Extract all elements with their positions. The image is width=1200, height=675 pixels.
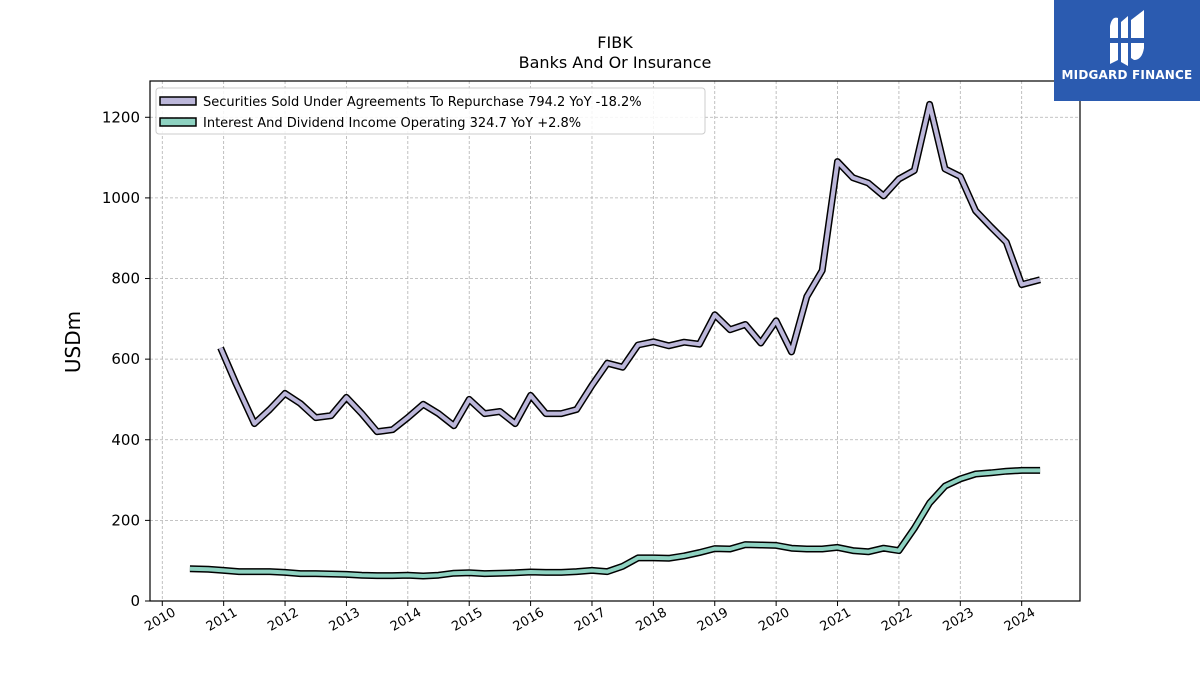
x-tick-label: 2012 (265, 605, 301, 635)
legend-label: Securities Sold Under Agreements To Repu… (203, 95, 642, 110)
chart-title: FIBK (597, 33, 633, 52)
x-tick-label: 2015 (449, 605, 485, 635)
chart-subtitle: Banks And Or Insurance (519, 53, 712, 72)
x-tick-label: 2020 (756, 605, 792, 635)
x-tick-label: 2010 (142, 605, 178, 635)
y-tick-label: 800 (111, 270, 140, 288)
series-1-outline (189, 466, 1041, 580)
x-tick-label: 2011 (204, 605, 240, 635)
logo-mark-icon (1108, 10, 1146, 66)
x-tick-label: 2016 (511, 605, 547, 635)
y-tick-label: 600 (111, 350, 140, 368)
y-axis-ticks: 0 200 400 600 800 1000 1200 (102, 108, 150, 610)
legend-label: Interest And Dividend Income Operating 3… (203, 116, 581, 131)
x-tick-label: 2017 (572, 605, 608, 635)
y-tick-label: 1000 (102, 189, 140, 207)
logo-text: MIDGARD FINANCE (1061, 68, 1193, 82)
brand-logo: MIDGARD FINANCE (1054, 0, 1200, 101)
x-tick-label: 2022 (879, 605, 915, 635)
series-1-line (189, 468, 1041, 578)
y-axis-label: USDm (61, 311, 85, 373)
y-tick-label: 200 (111, 511, 140, 529)
x-axis-ticks: 2010 2011 2012 2013 2014 2015 2016 2017 2018 2019… (142, 601, 1038, 635)
series-lines (189, 100, 1042, 580)
series-0-line (218, 102, 1041, 434)
x-tick-label: 2021 (818, 605, 854, 635)
legend-swatch (159, 117, 197, 127)
x-tick-label: 2013 (327, 605, 363, 635)
y-tick-label: 1200 (102, 108, 140, 126)
y-tick-label: 0 (130, 592, 140, 610)
x-tick-label: 2023 (940, 605, 976, 635)
legend-box (155, 87, 706, 135)
y-tick-label: 400 (111, 431, 140, 449)
x-tick-label: 2014 (388, 605, 424, 635)
plot-frame (149, 80, 1081, 602)
legend: Securities Sold Under Agreements To Repu… (155, 87, 706, 135)
x-tick-label: 2024 (1002, 605, 1038, 635)
legend-swatch (159, 96, 197, 106)
x-tick-label: 2018 (634, 605, 670, 635)
x-tick-label: 2019 (695, 605, 731, 635)
